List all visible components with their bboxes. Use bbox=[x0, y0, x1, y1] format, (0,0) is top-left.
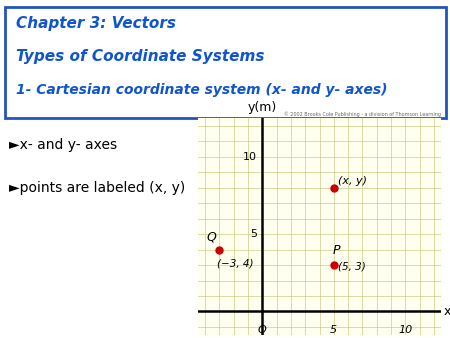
FancyBboxPatch shape bbox=[4, 7, 446, 118]
Text: x(m): x(m) bbox=[444, 305, 450, 318]
Text: (−3, 4): (−3, 4) bbox=[216, 259, 253, 269]
Text: 5: 5 bbox=[250, 229, 257, 239]
Text: 5: 5 bbox=[330, 325, 338, 335]
Text: O: O bbox=[258, 325, 267, 335]
Text: Types of Coordinate Systems: Types of Coordinate Systems bbox=[15, 49, 264, 64]
Text: 1- Cartesian coordinate system (x- and y- axes): 1- Cartesian coordinate system (x- and y… bbox=[15, 82, 387, 97]
Text: © 2002 Brooks Cole Publishing - a division of Thomson Learning: © 2002 Brooks Cole Publishing - a divisi… bbox=[284, 111, 441, 117]
Text: ►x- and y- axes: ►x- and y- axes bbox=[9, 138, 117, 152]
Text: y(m): y(m) bbox=[248, 101, 277, 114]
Text: ►points are labeled (x, y): ►points are labeled (x, y) bbox=[9, 181, 185, 195]
Text: Chapter 3: Vectors: Chapter 3: Vectors bbox=[15, 16, 176, 31]
Text: P: P bbox=[333, 244, 340, 257]
Text: (5, 3): (5, 3) bbox=[338, 262, 366, 272]
Text: 10: 10 bbox=[398, 325, 412, 335]
Text: Q: Q bbox=[207, 231, 216, 243]
Text: 10: 10 bbox=[243, 152, 257, 162]
Text: (x, y): (x, y) bbox=[338, 175, 367, 186]
